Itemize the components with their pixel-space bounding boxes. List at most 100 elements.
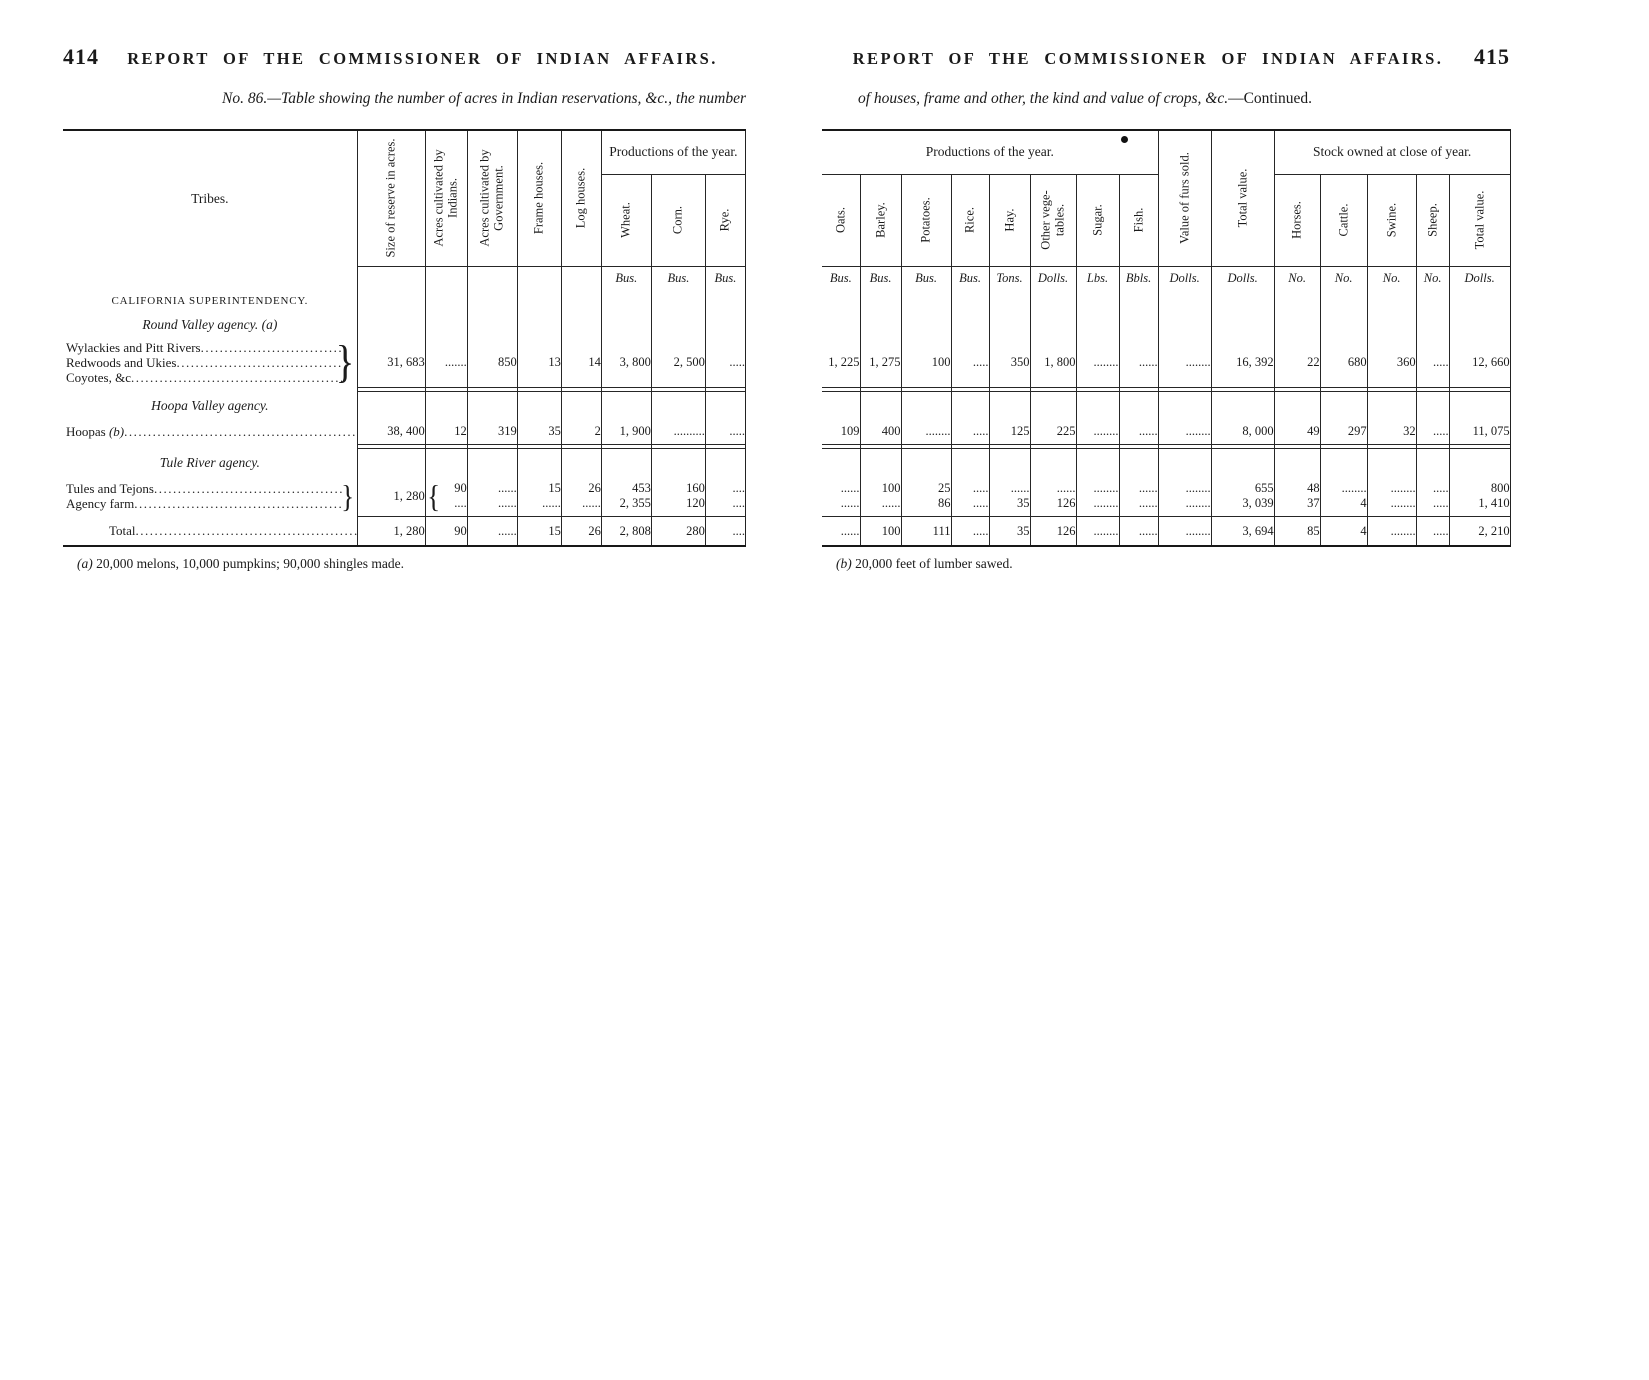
double-rule [426,444,467,449]
unit: Lbs. [1075,266,1119,290]
double-rule [706,444,745,449]
column-header-corn: Corn. [650,174,706,267]
table-row: Wylackies and Pitt Rivers...............… [63,338,746,386]
cell: ............ [1118,476,1159,516]
double-rule [902,444,951,449]
double-rule [1321,444,1367,449]
unit: Bus. [900,266,951,290]
unit: Bus. [859,266,901,290]
column-header-potatoes: Potatoes. [900,174,951,267]
cell: .......... [650,419,706,443]
group-header-productions: Productions of the year. [822,130,1159,175]
left-page-header: 414 REPORT OF THE COMMISSIONER OF INDIAN… [63,44,746,70]
right-page-number: 415 [1474,44,1510,69]
table-row: ............ 100...... 25 86 .......... .… [822,476,1511,516]
double-rule [1275,387,1320,392]
table-row: 109 400 ........ ..... 125 225 ........ … [822,419,1511,443]
cell: 655 3, 039 [1210,476,1275,516]
double-rule [990,444,1030,449]
cell: 160 120 [650,476,706,516]
tribes-cell-total: Total...................................… [109,523,357,538]
group-heading-row: Tule River agency. [63,450,746,476]
cell: 126 [1029,515,1076,546]
cell: 1, 275 [859,338,901,386]
cell: ........ 4 [1319,476,1368,516]
cell: 1, 900 [600,419,652,443]
column-header-barley: Barley. [859,174,901,267]
cell: .......... [1415,476,1450,516]
unit-rye: Bus. [704,266,746,290]
cell: 1, 280 [356,515,426,546]
cell: 1, 800 [1029,338,1076,386]
column-header-frame-houses: Frame houses. [516,130,562,267]
cell: 12, 660 [1448,338,1511,386]
left-table: Tribes. Size of reserve in acres. Acres … [63,129,746,547]
double-rule [562,387,601,392]
double-rule [1120,444,1158,449]
table-row: Tules and Tejons........................… [63,476,746,516]
cell: ..... [950,338,989,386]
cell: ..... [1415,419,1450,443]
double-rule [468,444,517,449]
unit: Bus. [950,266,989,290]
left-brace: { [426,477,440,514]
column-header-fish: Fish. [1118,174,1159,267]
double-rule [1368,444,1416,449]
cell: 15...... [516,476,562,516]
column-header-log-houses: Log houses. [560,130,602,267]
cell: ........ [1157,338,1212,386]
cell: ............ [466,476,518,516]
double-rule [1159,444,1211,449]
cell: 100 [859,515,901,546]
right-brace: } [341,478,355,514]
group-heading-row: Hoopa Valley agency. [63,393,746,419]
column-header-total-value: Total value. [1210,130,1275,267]
double-rule [468,387,517,392]
cell: ................ [1366,476,1417,516]
column-header-tribes: Tribes. [191,190,229,206]
double-rule [1417,444,1449,449]
cell: 4 [1319,515,1368,546]
cell: 13 [516,338,562,386]
cell: ..... [950,515,989,546]
double-rule [822,444,860,449]
double-rule [652,444,705,449]
cell: 26...... [560,476,602,516]
cell: ........ [1366,515,1417,546]
cell: ..... [704,338,746,386]
table-header-row: Wheat. Corn. Rye. [63,174,746,267]
table-row: 1, 225 1, 275 100 ..... 350 1, 800 .....… [822,338,1511,386]
cell: 453 2, 355 [600,476,652,516]
double-rule-row [63,386,746,393]
column-header-hay: Hay. [988,174,1030,267]
heading-hoopa-valley-agency: Hoopa Valley agency. [151,398,269,413]
cell: 31, 683 [356,338,426,386]
cell: 109 [840,424,860,438]
cell: ..... [950,419,989,443]
column-header-oats: Oats. [822,174,860,267]
double-rule-row [822,443,1511,450]
double-rule [1450,387,1510,392]
tribes-cell: Wylackies and Pitt Rivers...............… [66,338,355,386]
table-header-row: Productions of the year. Value of furs s… [822,130,1511,267]
unit-corn: Bus. [650,266,706,290]
unit: Tons. [988,266,1030,290]
unit: No. [1273,266,1321,290]
right-page-header: REPORT OF THE COMMISSIONER OF INDIAN AFF… [822,44,1510,70]
right-brace: } [335,338,355,386]
column-header-rice: Rice. [950,174,989,267]
cell: 2, 500 [650,338,706,386]
cell: 360 [1366,338,1417,386]
cell: 1, 280 [356,476,426,516]
column-header-swine: Swine. [1366,174,1417,267]
double-rule [1450,444,1510,449]
cell: ....... [424,338,468,386]
left-footnote: (a) 20,000 melons, 10,000 pumpkins; 90,0… [77,556,404,571]
double-rule [1031,444,1076,449]
unit: Bus. [829,271,852,286]
double-rule [602,444,651,449]
cell: ................ [1157,476,1212,516]
heading-california-superintendency: CALIFORNIA SUPERINTENDENCY. [111,295,309,307]
double-rule [1212,444,1274,449]
cell: 25 86 [900,476,951,516]
